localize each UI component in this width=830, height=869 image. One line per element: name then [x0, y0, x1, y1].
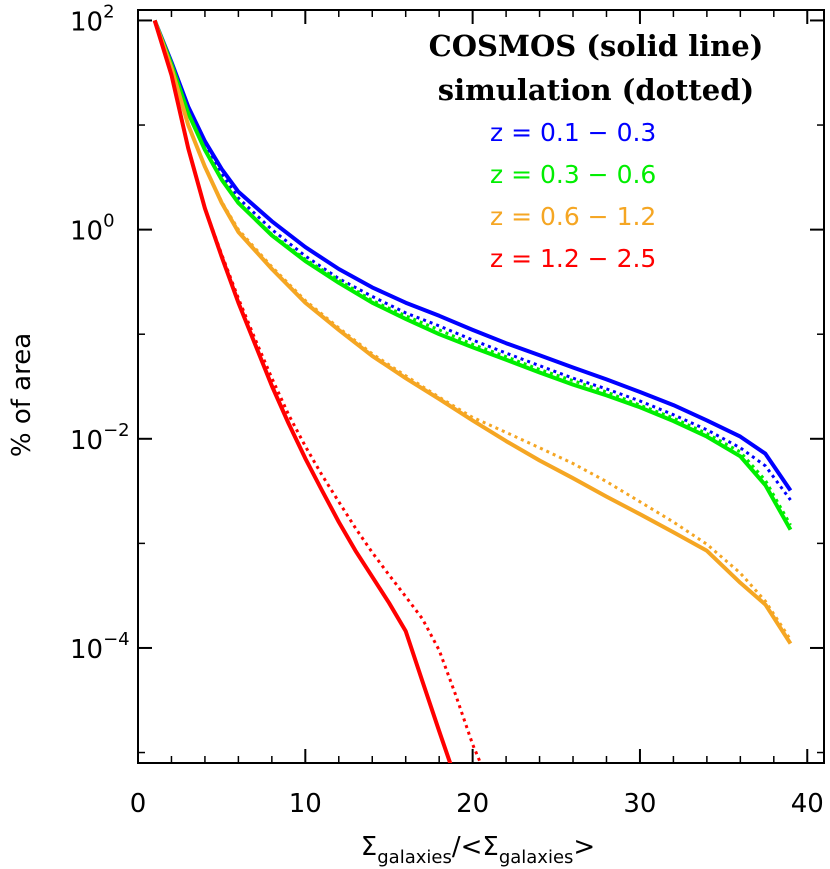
- legend-entry-2: z = 0.3 − 0.6: [490, 160, 656, 189]
- y-tick-label: 10−4: [70, 629, 130, 665]
- legend: COSMOS (solid line) simulation (dotted) …: [429, 29, 764, 273]
- series-line-2: [153, 19, 792, 501]
- x-axis-title: Σgalaxies/<Σgalaxies>: [361, 832, 595, 868]
- series-line-1: [152, 19, 793, 492]
- y-tick-labels: 102 100 10−2 10−4: [70, 1, 130, 665]
- x-tick-label: 30: [623, 789, 656, 819]
- x-title-end: >: [573, 832, 595, 862]
- x-title-sub-1: galaxies: [377, 847, 452, 868]
- series-line-7: [152, 19, 453, 763]
- x-title-sigma-2: Σ: [482, 832, 498, 862]
- x-title-sigma-1: Σ: [361, 832, 377, 862]
- legend-entry-4: z = 1.2 − 2.5: [490, 244, 656, 273]
- y-tick-label: 102: [70, 1, 115, 37]
- x-tick-label: 40: [791, 789, 824, 819]
- y-tick-label: 100: [70, 211, 115, 247]
- legend-entry-3: z = 0.6 − 1.2: [490, 202, 656, 231]
- series-line-8: [153, 20, 483, 763]
- series-line-5: [152, 19, 793, 645]
- x-tick-label: 10: [289, 789, 322, 819]
- x-tick-labels: 0 10 20 30 40: [130, 789, 824, 819]
- x-tick-label: 0: [130, 789, 147, 819]
- x-title-mid: /<: [452, 832, 483, 862]
- legend-header-1: COSMOS (solid line): [429, 29, 764, 63]
- series-line-4: [153, 19, 792, 526]
- legend-entry-1: z = 0.1 − 0.3: [490, 118, 656, 147]
- x-tick-label: 20: [456, 789, 489, 819]
- legend-header-2: simulation (dotted): [438, 73, 754, 107]
- series-lines: [152, 19, 793, 763]
- x-title-sub-2: galaxies: [499, 847, 574, 868]
- y-axis-title: % of area: [7, 333, 37, 457]
- plot-frame: [137, 9, 825, 764]
- axis-ticks: [137, 10, 824, 763]
- y-tick-label: 10−2: [70, 420, 130, 456]
